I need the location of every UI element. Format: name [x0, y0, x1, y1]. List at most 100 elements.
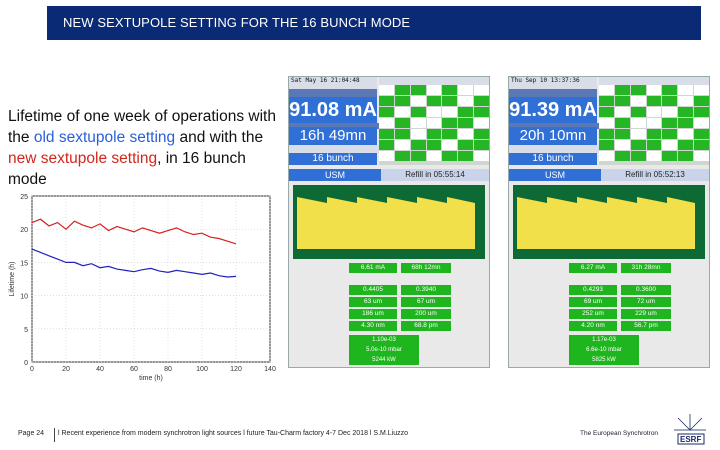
grid-cell [599, 107, 614, 117]
brand-name: The European Synchrotron [580, 430, 659, 437]
row-current: 6.27 mA 31h 28mn [509, 263, 709, 273]
grid-cell [474, 85, 489, 95]
grid-cell [646, 107, 662, 117]
x-tick-label: 40 [96, 366, 104, 373]
series-line-0 [31, 248, 237, 278]
grid-cell [394, 151, 410, 161]
refill-label: Refill in 05:55:14 [405, 170, 465, 179]
grid-cell [379, 96, 394, 106]
row-tunes: 0.4405 0.3940 [289, 285, 489, 295]
y-tick-label: 10 [20, 294, 28, 301]
lifetime-chart: 0 5 10 15 20 25 0 20 40 60 80 100 120 140 time (h) Life… [9, 194, 276, 382]
panel-current-label [509, 89, 597, 97]
grid-cell [379, 151, 394, 161]
x-tick-label: 80 [164, 366, 172, 373]
panel-current-label [289, 89, 377, 97]
fill-area-shape [297, 197, 475, 249]
mode-bar: USM Refill in 05:52:13 [509, 169, 709, 181]
grid-cell [614, 85, 630, 95]
row-current: 6.61 mA 68h 12mn [289, 263, 489, 273]
val-tune-h: 0.4293 [569, 285, 617, 295]
grid-cell [410, 85, 426, 95]
grid-cell [614, 151, 630, 161]
grid-cell [474, 107, 489, 117]
grid-cell [694, 118, 709, 128]
grid-cell [614, 96, 630, 106]
grid-cell [646, 118, 662, 128]
grid-cell [458, 107, 474, 117]
panel-lifetime: 20h 10mn [509, 127, 597, 145]
panel-lifetime-label [509, 123, 599, 129]
val-emit1-h: 69 um [569, 297, 617, 307]
grid-cell [662, 85, 678, 95]
grid-cell [694, 107, 709, 117]
grid-cell [394, 129, 410, 139]
grid-cell [458, 118, 474, 128]
grid-cell [394, 140, 410, 150]
grid-cell [646, 129, 662, 139]
grid-cell [474, 129, 489, 139]
fill-history-area [517, 197, 695, 249]
grid-cell [662, 118, 678, 128]
grid-cell [426, 118, 442, 128]
series-line-1 [31, 218, 237, 245]
grid-cell [379, 85, 394, 95]
grid-cell [442, 85, 458, 95]
slide-description: Lifetime of one week of operations with … [8, 106, 278, 190]
grid-cell [694, 85, 709, 95]
grid-cell [599, 96, 614, 106]
row-emit2: 252 um 229 um [509, 309, 709, 319]
row-energy-spread: 1.10e-03 [289, 335, 489, 345]
val-pressure: 6.6e-10 mbar [569, 345, 639, 355]
grid-cell [646, 85, 662, 95]
x-tick-label: 60 [130, 366, 138, 373]
grid-cell [474, 151, 489, 161]
id-sendings-grid [379, 77, 489, 165]
grid-cell [442, 151, 458, 161]
footer-separator [54, 428, 55, 442]
y-tick-label: 20 [20, 227, 28, 234]
grid-cell [474, 96, 489, 106]
grid-cell [394, 118, 410, 128]
grid-cell [410, 96, 426, 106]
panel-fill-mode-label [289, 145, 379, 153]
grid-cell [394, 107, 410, 117]
y-axis-label: Lifetime (h) [9, 261, 16, 296]
x-tick-label: 0 [30, 366, 34, 373]
grid-cell [662, 151, 678, 161]
grid-cell [599, 85, 614, 95]
val-emit1-h: 63 um [349, 297, 397, 307]
grid-cell [630, 129, 646, 139]
panel-lifetime: 16h 49mn [289, 127, 377, 145]
desc-part-1: Lifetime of one week of operations with … [8, 108, 276, 146]
val-emit2-h: 252 um [569, 309, 617, 319]
grid-cell [614, 107, 630, 117]
grid-cell [678, 96, 694, 106]
y-tick-label: 25 [20, 194, 28, 201]
grid-header [599, 77, 709, 85]
panel-fill-mode-label [509, 145, 599, 153]
grid-cell [630, 118, 646, 128]
row-emit3: 4.30 nm 68.8 pm [289, 321, 489, 331]
grid-cell [614, 118, 630, 128]
grid-cell [630, 96, 646, 106]
status-panel-old: Sat May 16 21:04:48 91.08 mA 16h 49mn 16… [288, 76, 490, 368]
title-accent [47, 6, 55, 40]
val-emit3-v: 68.8 pm [401, 321, 451, 331]
val-rf-power: 5825 kW [569, 355, 639, 365]
val-emit1-v: 67 um [401, 297, 451, 307]
grid-cell [599, 151, 614, 161]
grid-cell [458, 151, 474, 161]
parameter-rows: 6.61 mA 68h 12mn 0.4405 0.3940 63 um 67 um … [289, 261, 489, 367]
refill-label: Refill in 05:52:13 [625, 170, 685, 179]
mode-label: USM [289, 169, 381, 181]
val-energy-spread: 1.10e-03 [349, 335, 419, 345]
id-sendings-grid [599, 77, 709, 165]
grid-cell [694, 140, 709, 150]
desc-new-setting: new sextupole setting [8, 150, 158, 167]
val-rf-power: 5244 kW [349, 355, 419, 365]
chart-layer: 0 5 10 15 20 25 0 20 40 60 80 100 120 140 time (h) Life… [9, 194, 276, 382]
grid-cell [630, 140, 646, 150]
grid-cell [442, 118, 458, 128]
panel-current: 91.39 mA [509, 97, 597, 123]
